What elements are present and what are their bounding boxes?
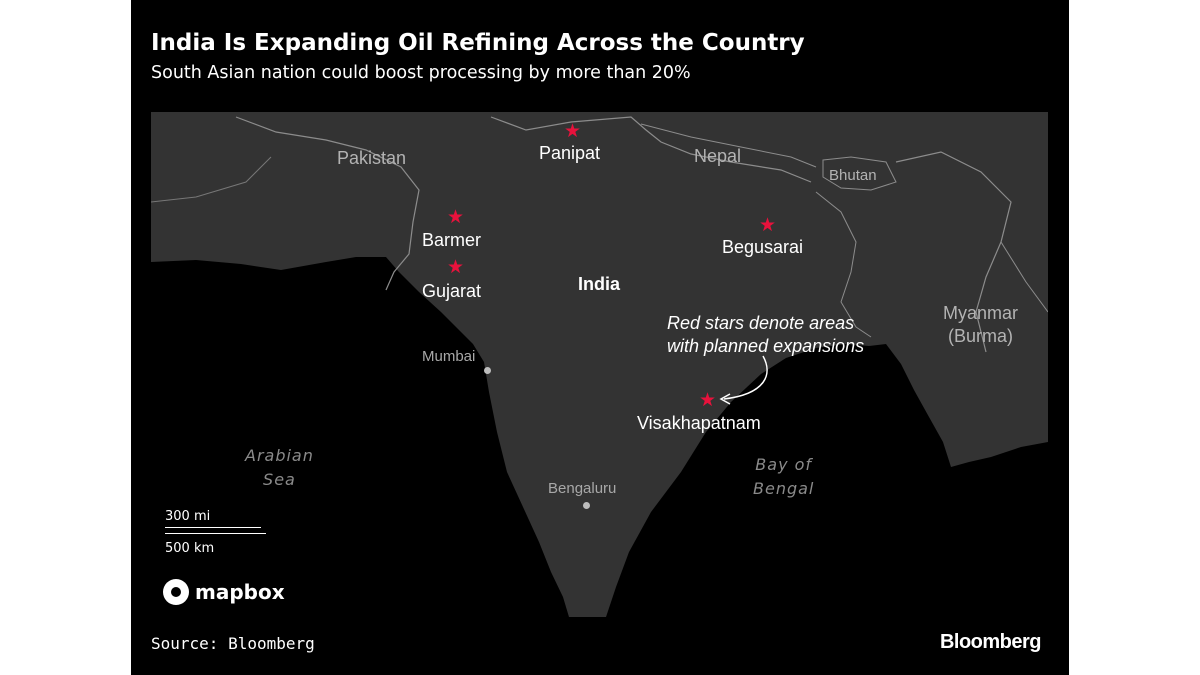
refinery-marker-gujarat: ★	[447, 256, 465, 278]
water-label-arabian-sea: Arabian Sea	[245, 444, 314, 492]
arabian-sea-shape	[151, 257, 569, 617]
map-shapes	[151, 116, 1048, 617]
city-label-bengaluru: Bengaluru	[548, 480, 617, 497]
water-label-bay-of-bengal: Bay of Bengal	[753, 453, 814, 501]
border-west-extra	[151, 156, 272, 203]
chart-subtitle: South Asian nation could boost processin…	[151, 63, 691, 83]
city-dot-mumbai	[484, 367, 491, 374]
myanmar-line1: Myanmar	[943, 303, 1019, 323]
bloomberg-logo: Bloomberg	[939, 631, 1042, 653]
arabian-line1: Arabian	[245, 446, 314, 465]
scale-label-miles: 300 mi	[165, 509, 211, 524]
annotation-line1: Red stars denote areas	[667, 313, 855, 333]
country-label-bhutan: Bhutan	[829, 167, 877, 184]
refinery-marker-visakhapatnam: ★	[699, 389, 717, 411]
mapbox-logo-icon	[163, 579, 189, 605]
annotation-line2: with planned expansions	[667, 335, 865, 356]
bengal-line1: Bay of	[755, 455, 813, 474]
scale-label-km: 500 km	[165, 541, 215, 556]
map-annotation: Red stars denote areas with planned expa…	[667, 312, 864, 357]
refinery-label-begusarai: Begusarai	[722, 237, 804, 257]
refinery-marker-panipat: ★	[564, 120, 582, 142]
border-pakistan-india	[235, 116, 420, 291]
country-label-nepal: Nepal	[694, 146, 742, 166]
chart-panel: India Is Expanding Oil Refining Across t…	[131, 0, 1069, 675]
border-nepal	[640, 123, 817, 168]
refinery-label-visakhapatnam: Visakhapatnam	[637, 413, 761, 433]
refinery-marker-begusarai: ★	[759, 214, 777, 236]
city-dot-bengaluru	[583, 502, 590, 509]
refinery-label-gujarat: Gujarat	[422, 281, 482, 301]
border-northeast	[895, 151, 1012, 353]
border-north	[490, 116, 812, 183]
scale-line-km	[165, 533, 266, 534]
border-myanmar	[1000, 241, 1048, 313]
myanmar-line2: (Burma)	[948, 326, 1014, 347]
border-bangladesh	[815, 191, 872, 338]
bay-of-bengal-shape	[606, 344, 1048, 617]
mapbox-wordmark: mapbox	[195, 580, 285, 604]
source-note: Source: Bloomberg	[151, 634, 315, 653]
chart-title: India Is Expanding Oil Refining Across t…	[151, 30, 805, 56]
country-label-myanmar: Myanmar (Burma)	[943, 302, 1018, 349]
country-label-pakistan: Pakistan	[337, 148, 407, 168]
map-area: Pakistan Nepal Bhutan India Myanmar (Bur…	[151, 112, 1048, 617]
scale-line-miles	[165, 527, 261, 528]
mapbox-attribution[interactable]: mapbox	[163, 578, 285, 606]
refinery-label-panipat: Panipat	[539, 143, 601, 163]
refinery-label-barmer: Barmer	[422, 230, 482, 250]
arabian-line2: Sea	[263, 470, 296, 489]
bengal-line2: Bengal	[753, 479, 815, 498]
border-bhutan	[822, 156, 897, 191]
country-label-india: India	[578, 274, 621, 294]
city-label-mumbai: Mumbai	[422, 348, 476, 365]
refinery-marker-barmer: ★	[447, 206, 465, 228]
